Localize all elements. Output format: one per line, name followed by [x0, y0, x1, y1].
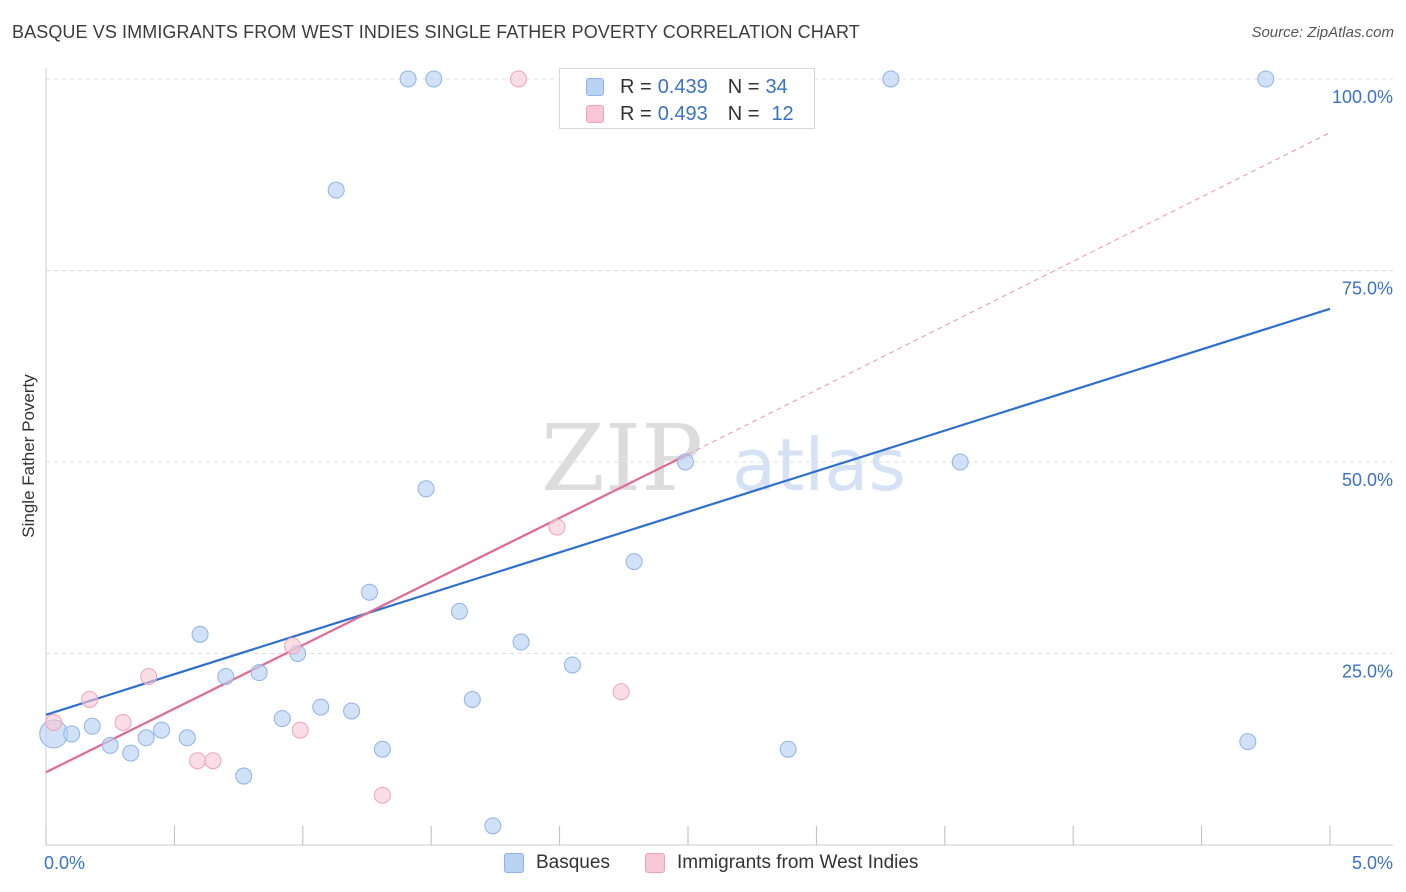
- legend-n-value: 12: [771, 102, 794, 125]
- basques-point: [273, 710, 291, 728]
- data-points: [39, 70, 1275, 835]
- y-tick-label: 50.0%: [1342, 470, 1393, 490]
- grid-lines: [46, 78, 1393, 654]
- x-tick-label: 0.0%: [44, 853, 85, 873]
- west-indies-point: [81, 690, 99, 708]
- y-tick-label: 100.0%: [1332, 87, 1393, 107]
- legend-row-west-indies: R = 0.493 N = 12: [586, 103, 794, 125]
- watermark: ZIP atlas: [541, 405, 906, 512]
- west-indies-point: [114, 713, 132, 731]
- basques-point: [122, 744, 140, 762]
- legend-r-label: R =: [620, 75, 652, 98]
- basques-point: [361, 583, 379, 601]
- legend-r-value: 0.493: [657, 102, 708, 125]
- basques-point: [153, 721, 171, 739]
- west-indies-point: [373, 786, 391, 804]
- basques-point: [563, 656, 581, 674]
- basques-point: [63, 725, 81, 743]
- legend-swatch-pink: [586, 105, 604, 123]
- bottom-legend-label: Basques: [536, 852, 610, 873]
- basques-point: [83, 717, 101, 735]
- basques-point: [951, 453, 969, 471]
- basques-point: [1239, 733, 1257, 751]
- west-indies-trend-line: [45, 453, 689, 774]
- west-indies-point: [45, 713, 63, 731]
- basques-point: [484, 817, 502, 835]
- axes: [45, 68, 1393, 846]
- basques-point: [217, 667, 235, 685]
- basques-point: [625, 553, 643, 571]
- legend-row-basques: R = 0.439 N = 34: [586, 76, 788, 98]
- west-indies-point: [204, 752, 222, 770]
- y-tick-label: 75.0%: [1342, 279, 1393, 299]
- basques-point: [882, 70, 900, 88]
- chart-title: BASQUE VS IMMIGRANTS FROM WEST INDIES SI…: [12, 22, 860, 42]
- watermark-atlas: atlas: [732, 423, 906, 507]
- west-indies-point: [284, 637, 302, 655]
- west-indies-point: [548, 518, 566, 536]
- legend-n-label: N =: [727, 102, 760, 125]
- basques-point: [512, 633, 530, 651]
- legend-n-label: N =: [727, 75, 760, 98]
- bottom-legend-swatch-pink: [645, 853, 665, 873]
- west-indies-point: [510, 70, 528, 88]
- legend-swatch-blue: [586, 78, 604, 96]
- west-indies-point: [140, 667, 158, 685]
- basques-point: [191, 625, 209, 643]
- basques-point: [250, 664, 268, 682]
- west-indies-point: [291, 721, 309, 739]
- trend-lines: [45, 132, 1331, 774]
- basques-point: [417, 480, 435, 498]
- basques-point: [399, 70, 417, 88]
- tick-labels: 100.0% 75.0% 50.0% 25.0% 0.0% 5.0%: [44, 87, 1393, 873]
- legend-r-value: 0.439: [657, 75, 708, 98]
- basques-point: [425, 70, 443, 88]
- west-indies-trend-extension: [687, 132, 1331, 455]
- basques-point: [178, 729, 196, 747]
- basques-point: [1257, 70, 1275, 88]
- x-tick-label: 5.0%: [1352, 853, 1393, 873]
- legend-r-label: R =: [620, 102, 652, 125]
- basques-point: [101, 736, 119, 754]
- bottom-legend-west-indies: Immigrants from West Indies: [645, 851, 918, 875]
- basques-point: [450, 602, 468, 620]
- basques-point: [676, 453, 694, 471]
- legend: R = 0.439 N = 34 R = 0.493 N = 12: [559, 68, 815, 129]
- legend-n-value: 34: [765, 75, 788, 98]
- basques-point: [137, 729, 155, 747]
- watermark-zip: ZIP: [541, 405, 703, 512]
- y-axis-label: Single Father Poverty: [19, 374, 38, 538]
- bottom-legend-label: Immigrants from West Indies: [677, 852, 919, 873]
- west-indies-point: [612, 683, 630, 701]
- bottom-legend-swatch-blue: [504, 853, 524, 873]
- y-tick-label: 25.0%: [1342, 662, 1393, 682]
- basques-trend-line: [45, 307, 1331, 716]
- basques-point: [373, 740, 391, 758]
- basques-point: [312, 698, 330, 716]
- basques-point: [327, 181, 345, 199]
- basques-point: [779, 740, 797, 758]
- bottom-legend-basques: Basques: [504, 851, 610, 875]
- basques-point: [463, 690, 481, 708]
- west-indies-point: [189, 752, 207, 770]
- basques-point: [343, 702, 361, 720]
- source-label: Source: ZipAtlas.com: [1251, 24, 1394, 41]
- basques-point: [235, 767, 253, 785]
